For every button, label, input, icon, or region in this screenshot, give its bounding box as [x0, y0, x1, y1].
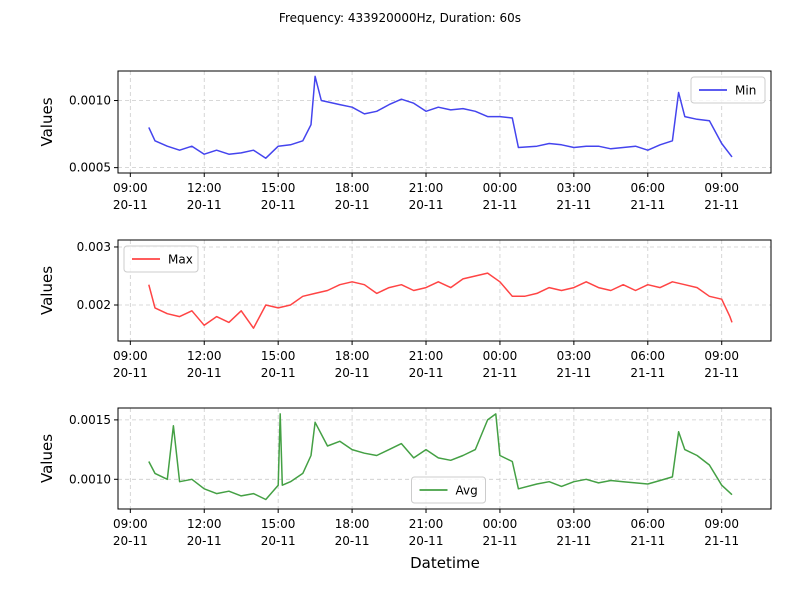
legend-box [123, 245, 199, 273]
x-tick-label-date: 20-11 [335, 534, 370, 548]
chart-title: Frequency: 433920000Hz, Duration: 60s [279, 11, 521, 25]
series-line-min [148, 75, 733, 159]
y-tick-label: 0.003 [77, 240, 111, 254]
x-tick-label-date: 21-11 [556, 534, 591, 548]
x-tick-label-date: 20-11 [113, 198, 148, 212]
plot-frame [117, 407, 772, 510]
x-tick-label-time: 00:00 [483, 349, 518, 363]
x-tick-label-date: 20-11 [335, 198, 370, 212]
x-tick-label-time: 09:00 [704, 349, 739, 363]
y-axis-label: Values [38, 434, 56, 483]
x-tick-label-time: 18:00 [335, 517, 370, 531]
x-tick-label-time: 12:00 [187, 349, 222, 363]
x-tick-label-date: 20-11 [409, 366, 444, 380]
x-tick-label-date: 20-11 [335, 366, 370, 380]
x-tick-label-date: 20-11 [409, 198, 444, 212]
x-tick-label-time: 00:00 [483, 181, 518, 195]
legend-box [411, 476, 486, 504]
x-tick-label-time: 06:00 [630, 349, 665, 363]
x-tick-label-date: 20-11 [261, 534, 296, 548]
y-axis-label: Values [38, 266, 56, 315]
x-tick-label-time: 18:00 [335, 181, 370, 195]
series-line-max [148, 272, 733, 329]
x-tick-label-time: 06:00 [630, 517, 665, 531]
x-tick-label-time: 03:00 [557, 349, 592, 363]
x-tick-label-time: 09:00 [113, 517, 148, 531]
legend-box [690, 76, 766, 104]
legend: Max [123, 245, 199, 273]
legend-label: Max [168, 253, 193, 267]
x-tick-label-date: 20-11 [113, 534, 148, 548]
x-tick-label-date: 21-11 [630, 198, 665, 212]
x-tick-label-time: 15:00 [261, 181, 296, 195]
x-tick-label-date: 20-11 [261, 366, 296, 380]
x-tick-label-time: 03:00 [557, 181, 592, 195]
x-tick-label-date: 21-11 [704, 534, 739, 548]
y-axis-label: Values [38, 97, 56, 146]
x-tick-label-date: 20-11 [261, 198, 296, 212]
y-tick-label: 0.0010 [69, 94, 111, 108]
x-tick-label-date: 20-11 [187, 534, 222, 548]
x-tick-label-time: 15:00 [261, 349, 296, 363]
x-tick-label-time: 18:00 [335, 349, 370, 363]
plot-frame [117, 239, 772, 342]
x-tick-label-date: 21-11 [483, 366, 518, 380]
x-tick-label-time: 15:00 [261, 517, 296, 531]
x-tick-label-time: 09:00 [704, 181, 739, 195]
x-tick-label-date: 21-11 [630, 366, 665, 380]
x-tick-label-date: 21-11 [483, 198, 518, 212]
x-tick-label-date: 21-11 [704, 198, 739, 212]
legend-label: Avg [456, 484, 478, 498]
x-tick-label-date: 20-11 [113, 366, 148, 380]
plot-frame [117, 70, 772, 174]
x-tick-label-date: 20-11 [409, 534, 444, 548]
x-tick-label-time: 09:00 [113, 181, 148, 195]
y-tick-label: 0.002 [77, 298, 111, 312]
y-tick-label: 0.0005 [69, 161, 111, 175]
x-tick-label-date: 21-11 [483, 534, 518, 548]
y-tick-label: 0.0015 [69, 413, 111, 427]
legend: Avg [411, 476, 486, 504]
x-tick-label-time: 12:00 [187, 181, 222, 195]
x-tick-label-time: 09:00 [113, 349, 148, 363]
x-tick-label-time: 21:00 [409, 517, 444, 531]
legend-label: Min [735, 84, 756, 98]
x-tick-label-time: 06:00 [630, 181, 665, 195]
x-tick-label-date: 21-11 [556, 366, 591, 380]
x-tick-label-date: 21-11 [630, 534, 665, 548]
series-line-avg [148, 413, 733, 501]
x-axis-label: Datetime [410, 554, 480, 572]
panel-min: 09:00 20-11 12:00 20-11 15:00 20-11 18:00 20-11… [38, 70, 772, 212]
x-tick-label-time: 00:00 [483, 517, 518, 531]
x-tick-label-time: 21:00 [409, 349, 444, 363]
x-tick-label-date: 20-11 [187, 366, 222, 380]
panel-avg: 09:00 20-11 12:00 20-11 15:00 20-11 18:00 20-11… [38, 407, 772, 548]
y-tick-label: 0.0010 [69, 472, 111, 486]
x-tick-label-time: 03:00 [557, 517, 592, 531]
x-tick-label-time: 09:00 [704, 517, 739, 531]
x-tick-label-date: 21-11 [556, 198, 591, 212]
legend: Min [690, 76, 766, 104]
x-tick-label-time: 21:00 [409, 181, 444, 195]
panel-max: 09:00 20-11 12:00 20-11 15:00 20-11 18:00 20-11… [38, 239, 772, 380]
x-tick-label-time: 12:00 [187, 517, 222, 531]
x-tick-label-date: 20-11 [187, 198, 222, 212]
x-tick-label-date: 21-11 [704, 366, 739, 380]
